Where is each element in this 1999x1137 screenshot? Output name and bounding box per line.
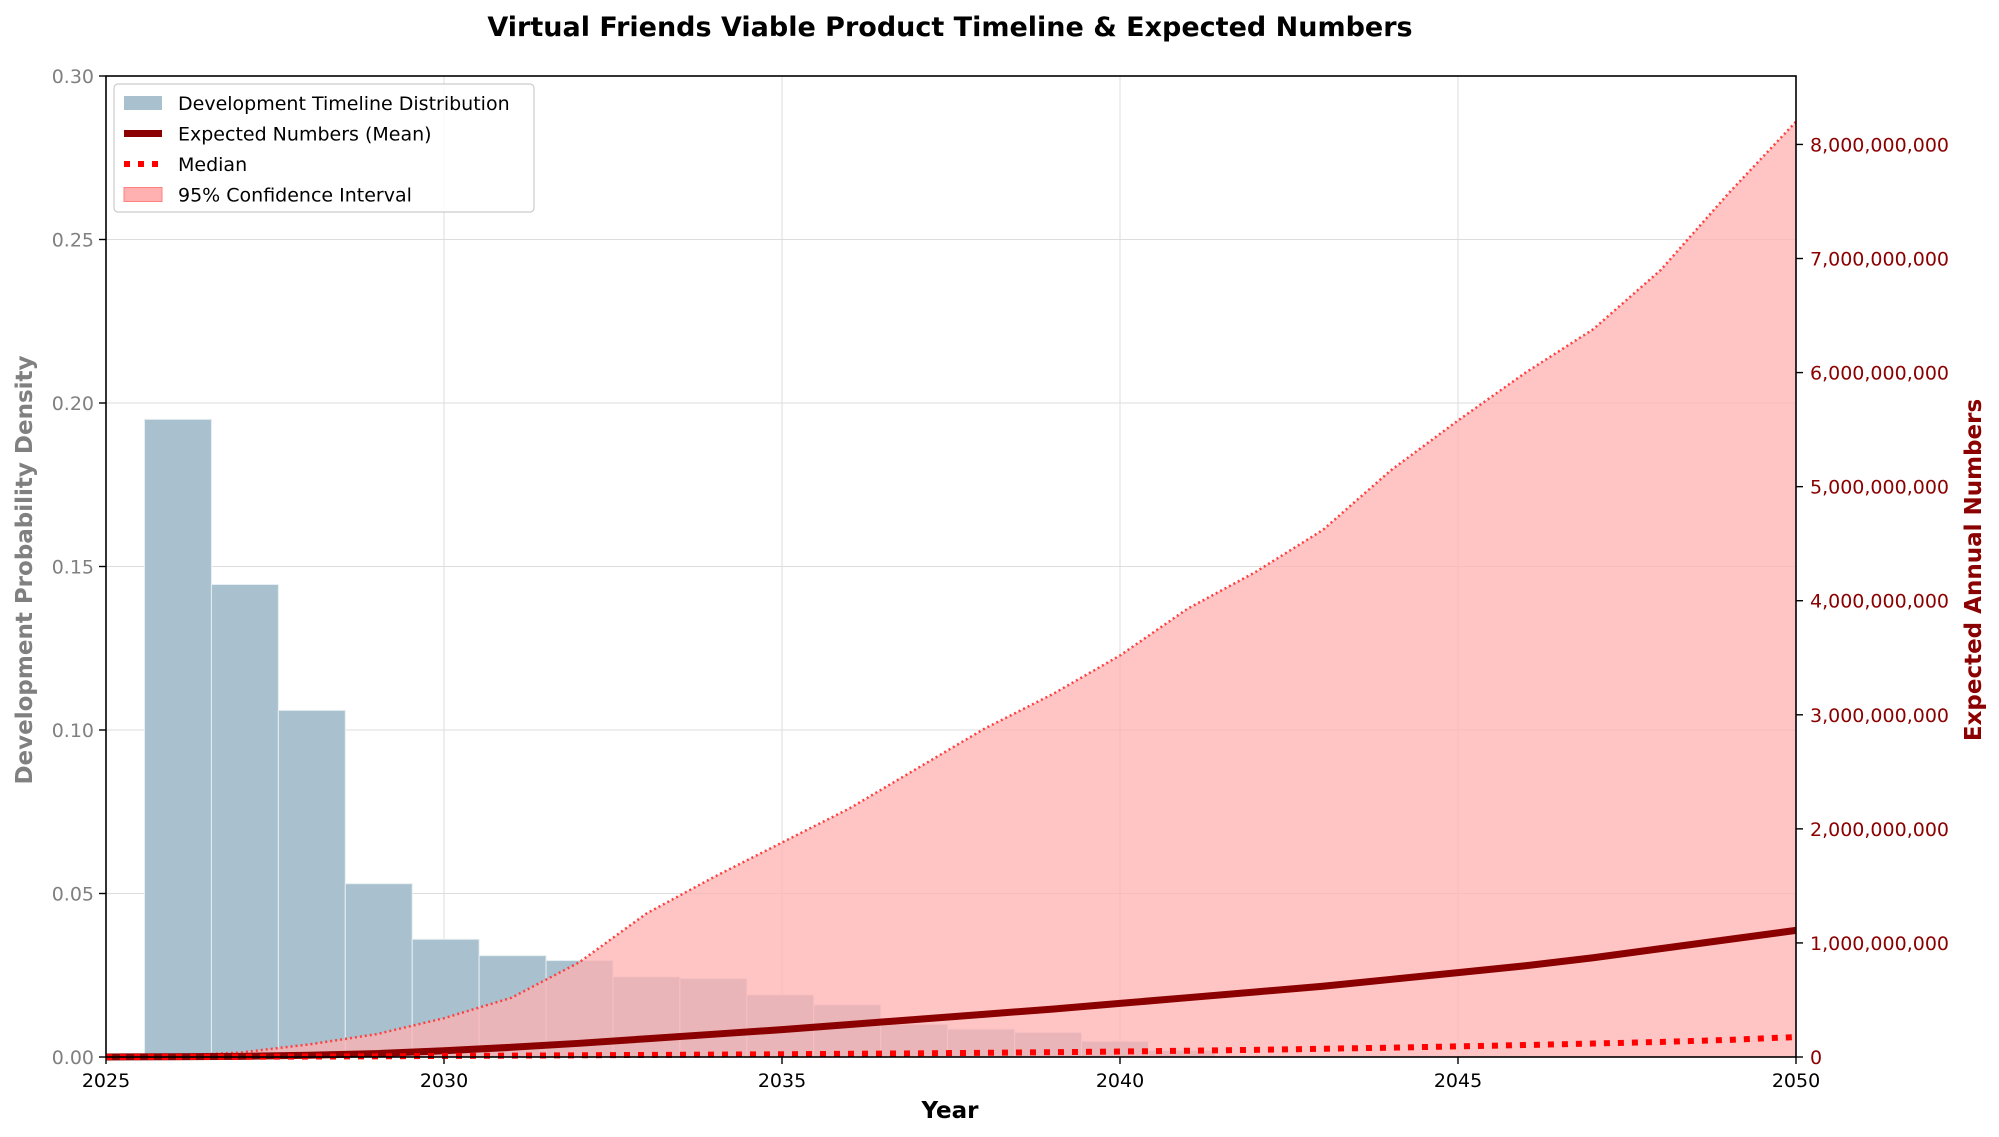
legend-label: Expected Numbers (Mean) [178,124,432,146]
histogram-bar [277,709,346,1058]
histogram-bar [144,418,212,1058]
x-tick-label: 2035 [758,1070,806,1092]
histogram-bar [210,583,279,1058]
x-tick-label: 2050 [1772,1070,1820,1092]
x-tick-label: 2040 [1096,1070,1144,1092]
legend-swatch [124,96,162,110]
y-right-tick-label: 2,000,000,000 [1810,819,1949,841]
y-axis-left: 0.00 0.05 0.10 0.15 0.20 0.25 0.30 [52,66,106,1069]
legend: Development Timeline Distribution Expecte… [113,83,535,213]
y-right-tick-label: 0 [1810,1047,1822,1069]
y-right-tick-label: 8,000,000,000 [1810,134,1949,156]
y-axis-label-right: Expected Annual Numbers [1961,399,1987,741]
legend-swatch [123,187,163,202]
x-tick-label: 2025 [82,1070,130,1092]
legend-label: Development Timeline Distribution [178,93,510,115]
y-right-tick-label: 7,000,000,000 [1810,249,1949,271]
y-right-tick-label: 6,000,000,000 [1810,363,1949,385]
legend-label: 95% Confidence Interval [178,185,412,207]
legend-label: Median [178,154,247,176]
mean-line [105,926,1797,1061]
legend-box [113,83,535,213]
y-left-tick-label: 0.30 [52,66,94,88]
y-left-tick-label: 0.20 [52,393,94,415]
y-left-tick-label: 0.25 [52,230,94,252]
y-left-tick-label: 0.05 [52,884,94,906]
confidence-interval-area [106,121,1796,1057]
x-tick-label: 2045 [1434,1070,1482,1092]
y-right-tick-label: 4,000,000,000 [1810,591,1949,613]
y-right-tick-label: 5,000,000,000 [1810,477,1949,499]
confidence-interval-layer [105,120,1797,1059]
y-right-tick-label: 1,000,000,000 [1810,933,1949,955]
x-axis-label: Year [920,1098,979,1124]
y-left-tick-label: 0.00 [52,1047,94,1069]
chart-title: Virtual Friends Viable Product Timeline … [487,12,1412,43]
y-axis-label-left: Development Probability Density [12,355,38,784]
y-left-tick-label: 0.10 [52,720,94,742]
y-right-tick-label: 3,000,000,000 [1810,705,1949,727]
y-left-tick-label: 0.15 [52,557,94,579]
x-tick-label: 2030 [420,1070,468,1092]
y-axis-right: 0 1,000,000,000 2,000,000,000 3,000,000,000… [1796,134,1949,1069]
x-axis: 2025 2030 2035 2040 2045 2050 [82,1057,1820,1092]
histogram-bar [344,883,413,1058]
